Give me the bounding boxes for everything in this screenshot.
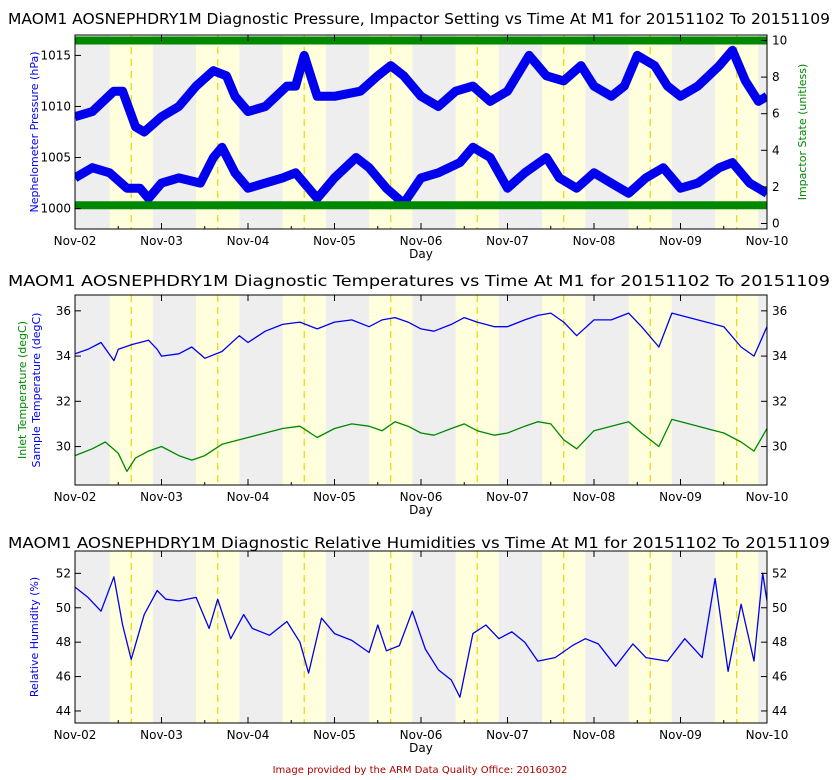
y2-tick-label: 44 <box>772 704 787 718</box>
x-tick-label: Nov-03 <box>140 728 183 742</box>
data-series-1 <box>75 572 767 698</box>
y2-tick-label: 34 <box>772 349 787 363</box>
x-tick-label: Nov-09 <box>659 490 702 504</box>
y-tick-label: 32 <box>56 394 71 408</box>
y2-tick-label: 8 <box>772 70 780 84</box>
x-axis-label: Day <box>409 741 433 755</box>
x-tick-label: Nov-06 <box>400 728 443 742</box>
chart-title: MAOM1 AOSNEPHDRY1M Diagnostic Relative H… <box>8 534 830 552</box>
y2-tick-label: 36 <box>772 304 787 318</box>
chart-title: MAOM1 AOSNEPHDRY1M Diagnostic Temperatur… <box>8 272 830 290</box>
x-tick-label: Nov-05 <box>313 234 356 248</box>
x-tick-label: Nov-04 <box>227 234 270 248</box>
x-tick-label: Nov-10 <box>746 490 789 504</box>
y-axis-label: Nephelometer Pressure (hPa) <box>28 52 41 213</box>
y2-tick-label: 4 <box>772 143 780 157</box>
data-series-2 <box>75 142 767 208</box>
y2-tick-label: 6 <box>772 107 780 121</box>
y2-tick-label: 52 <box>772 566 787 580</box>
x-axis-label: Day <box>409 503 433 517</box>
x-tick-label: Nov-04 <box>227 490 270 504</box>
y-tick-label: 36 <box>56 304 71 318</box>
y2-tick-label: 0 <box>772 217 780 231</box>
y-tick-label: 1010 <box>40 99 71 113</box>
y2-tick-label: 10 <box>772 33 787 47</box>
x-tick-label: Nov-07 <box>486 234 529 248</box>
y2-tick-label: 30 <box>772 440 787 454</box>
x-tick-label: Nov-08 <box>573 234 616 248</box>
x-tick-label: Nov-09 <box>659 728 702 742</box>
chart-panel-3: Nov-02 Nov-03 Nov-04 Nov-05 Nov-06 Nov-07 Nov-… <box>8 534 830 755</box>
y-tick-label: 48 <box>56 635 71 649</box>
y-tick-label: 30 <box>56 440 71 454</box>
x-tick-label: Nov-02 <box>54 234 97 248</box>
y-axis-label-secondary: Inlet Temperature (degC) <box>16 321 29 459</box>
x-tick-label: Nov-03 <box>140 234 183 248</box>
y2-axis-label: Impactor State (unitless) <box>796 64 809 201</box>
charts-canvas: Nov-02 Nov-03 Nov-04 Nov-05 Nov-06 Nov-07 Nov-… <box>8 10 830 755</box>
y2-tick-label: 2 <box>772 180 780 194</box>
y-tick-label: 1000 <box>40 202 71 216</box>
chart-title: MAOM1 AOSNEPHDRY1M Diagnostic Pressure, … <box>8 10 830 28</box>
chart-panel-1: Nov-02 Nov-03 Nov-04 Nov-05 Nov-06 Nov-07 Nov-… <box>8 10 830 261</box>
y-tick-label: 44 <box>56 704 71 718</box>
y2-tick-label: 50 <box>772 601 787 615</box>
data-series-1 <box>75 45 767 137</box>
data-series-2 <box>75 418 767 473</box>
y-tick-label: 50 <box>56 601 71 615</box>
y2-tick-label: 46 <box>772 670 787 684</box>
y-tick-label: 1015 <box>40 48 71 62</box>
x-axis-label: Day <box>409 247 433 261</box>
x-tick-label: Nov-10 <box>746 234 789 248</box>
x-tick-label: Nov-04 <box>227 728 270 742</box>
credit-text: Image provided by the ARM Data Quality O… <box>272 765 568 776</box>
y2-tick-label: 48 <box>772 635 787 649</box>
y-axis-label: Relative Humidity (%) <box>28 577 41 697</box>
y-tick-label: 1005 <box>40 151 71 165</box>
x-tick-label: Nov-06 <box>400 490 443 504</box>
x-tick-label: Nov-08 <box>573 490 616 504</box>
x-tick-label: Nov-07 <box>486 728 529 742</box>
y-tick-label: 34 <box>56 349 71 363</box>
x-tick-label: Nov-02 <box>54 728 97 742</box>
x-tick-label: Nov-10 <box>746 728 789 742</box>
y-tick-label: 52 <box>56 566 71 580</box>
x-tick-label: Nov-06 <box>400 234 443 248</box>
chart-panel-2: Nov-02 Nov-03 Nov-04 Nov-05 Nov-06 Nov-07 Nov-… <box>8 272 830 517</box>
x-tick-label: Nov-09 <box>659 234 702 248</box>
x-tick-label: Nov-05 <box>313 490 356 504</box>
x-tick-label: Nov-07 <box>486 490 529 504</box>
y-tick-label: 46 <box>56 670 71 684</box>
x-tick-label: Nov-08 <box>573 728 616 742</box>
x-tick-label: Nov-05 <box>313 728 356 742</box>
x-tick-label: Nov-02 <box>54 490 97 504</box>
x-tick-label: Nov-03 <box>140 490 183 504</box>
y2-tick-label: 32 <box>772 394 787 408</box>
y-axis-label: Sample Temperature (degC) <box>30 313 43 468</box>
data-series-1 <box>75 312 767 362</box>
